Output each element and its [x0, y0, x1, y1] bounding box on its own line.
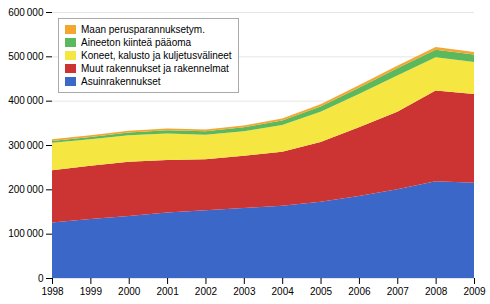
- svg-text:2000: 2000: [118, 286, 141, 297]
- svg-text:2005: 2005: [310, 286, 333, 297]
- svg-text:2008: 2008: [425, 286, 448, 297]
- svg-text:2003: 2003: [233, 286, 256, 297]
- svg-text:1998: 1998: [41, 286, 64, 297]
- html-text:Maan perusparannuksetym.: Maan perusparannuksetym.: [81, 24, 205, 35]
- html-text:Koneet, kalusto ja kuljetusväl: Koneet, kalusto ja kuljetusvälineet: [81, 50, 232, 61]
- svg-text:300 000: 300 000: [8, 140, 44, 151]
- svg-text:200 000: 200 000: [8, 184, 44, 195]
- svg-text:400 000: 400 000: [8, 95, 44, 106]
- svg-text:600 000: 600 000: [8, 7, 44, 18]
- svg-text:100 000: 100 000: [8, 228, 44, 239]
- html-text:Asuinrakennukset: Asuinrakennukset: [81, 76, 161, 87]
- svg-text:1999: 1999: [80, 286, 103, 297]
- svg-text:0: 0: [38, 273, 44, 284]
- svg-text:2001: 2001: [156, 286, 179, 297]
- svg-text:500 000: 500 000: [8, 51, 44, 62]
- html-text:Muut rakennukset ja rakennelma: Muut rakennukset ja rakennelmat: [81, 63, 229, 74]
- svg-text:2004: 2004: [272, 286, 295, 297]
- svg-text:2007: 2007: [387, 286, 410, 297]
- svg-text:2006: 2006: [348, 286, 371, 297]
- svg-text:2002: 2002: [195, 286, 218, 297]
- html-text:Aineeton kiinteä pääoma: Aineeton kiinteä pääoma: [81, 37, 192, 48]
- svg-text:2009: 2009: [463, 286, 486, 297]
